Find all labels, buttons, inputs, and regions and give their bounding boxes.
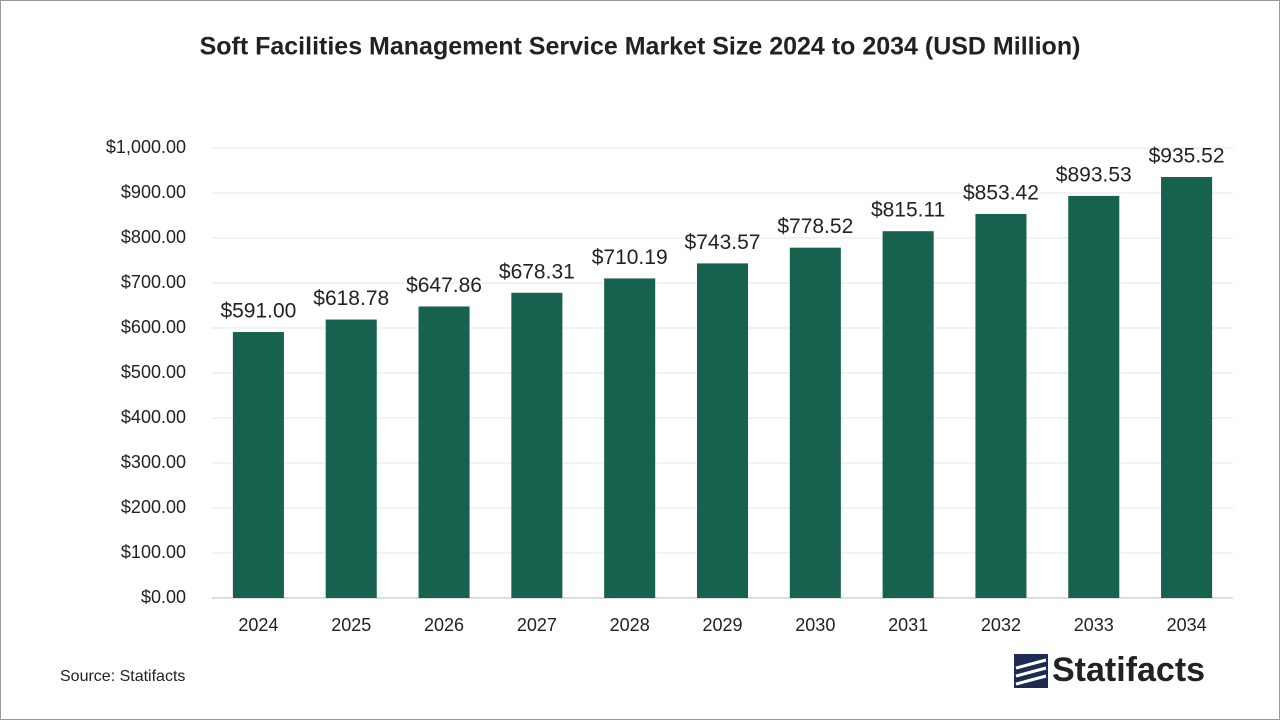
logo: Statifacts [1014, 651, 1205, 689]
chart-title: Soft Facilities Management Service Marke… [200, 33, 1081, 61]
bar [1161, 177, 1213, 599]
y-tick-label: $0.00 [141, 587, 186, 607]
x-tick-label: 2028 [610, 615, 650, 635]
bar [232, 332, 284, 598]
y-tick-label: $200.00 [121, 497, 186, 517]
y-tick-label: $700.00 [121, 272, 186, 292]
logo-text: Statifacts [1052, 651, 1205, 689]
bar [604, 278, 656, 598]
bar [882, 231, 934, 598]
value-label: $647.86 [406, 274, 482, 297]
x-tick-label: 2024 [238, 615, 278, 635]
bar [696, 263, 749, 598]
y-tick-label: $500.00 [121, 362, 186, 382]
value-label: $743.57 [685, 231, 761, 254]
value-label: $815.11 [871, 199, 945, 222]
y-tick-label: $300.00 [121, 452, 186, 472]
y-tick-label: $400.00 [121, 407, 186, 427]
bar [975, 213, 1027, 598]
bar [418, 306, 470, 598]
y-tick-label: $100.00 [121, 542, 186, 562]
value-label: $935.52 [1149, 145, 1225, 168]
x-tick-label: 2029 [702, 615, 742, 635]
x-tick-label: 2027 [517, 615, 557, 635]
value-label: $678.31 [499, 260, 575, 283]
value-label: $853.42 [963, 182, 1039, 205]
bar [1068, 195, 1120, 598]
bar [789, 247, 841, 598]
x-tick-label: 2033 [1074, 615, 1114, 635]
y-tick-label: $800.00 [121, 227, 186, 247]
bar [325, 319, 377, 598]
y-tick-label: $600.00 [121, 317, 186, 337]
x-tick-label: 2030 [795, 615, 835, 635]
y-tick-label: $900.00 [121, 182, 186, 202]
source: Source: Statifacts [60, 668, 185, 685]
bar [511, 292, 563, 598]
value-label: $710.19 [592, 246, 668, 269]
value-label: $893.53 [1056, 163, 1132, 186]
value-label: $778.52 [777, 215, 853, 238]
x-tick-label: 2026 [424, 615, 464, 635]
x-tick-label: 2032 [981, 615, 1021, 635]
x-tick-label: 2031 [888, 615, 928, 635]
x-tick-label: 2025 [331, 615, 371, 635]
value-label: $591.00 [220, 300, 296, 323]
value-label: $618.78 [313, 287, 389, 310]
x-tick-label: 2034 [1167, 615, 1207, 635]
logo-stripes [1015, 658, 1047, 686]
y-tick-label: $1,000.00 [106, 137, 186, 157]
